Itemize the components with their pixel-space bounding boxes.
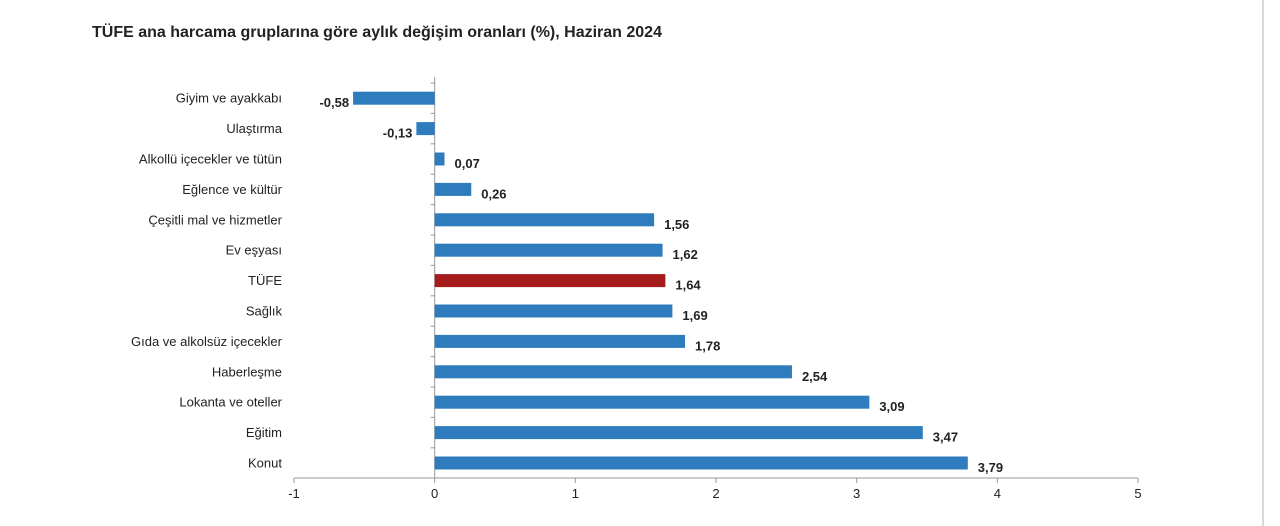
frame-edge [1262, 0, 1264, 526]
value-label: 3,09 [879, 399, 904, 414]
category-label: TÜFE [248, 273, 282, 288]
value-label: 1,78 [695, 338, 720, 353]
category-label: Ev eşyası [226, 243, 282, 258]
category-label: Gıda ve alkolsüz içecekler [131, 334, 283, 349]
bar [434, 365, 792, 379]
value-label: 1,69 [682, 308, 707, 323]
value-label: 0,26 [481, 186, 506, 201]
category-label: Çeşitli mal ve hizmetler [148, 212, 282, 227]
bar [434, 456, 968, 470]
category-label: Konut [248, 456, 282, 471]
bar [434, 243, 663, 257]
value-label: 3,79 [978, 460, 1003, 475]
category-label: Alkollü içecekler ve tütün [139, 152, 282, 167]
bar-highlight [434, 274, 666, 288]
value-label: 1,62 [673, 247, 698, 262]
x-tick-label: 2 [712, 486, 719, 501]
value-label: -0,58 [319, 95, 349, 110]
bar [434, 304, 673, 318]
x-tick-label: 1 [572, 486, 579, 501]
category-label: Haberleşme [212, 364, 282, 379]
bar [353, 91, 435, 105]
category-label: Giyim ve ayakkabı [176, 91, 282, 106]
value-label: 1,64 [675, 278, 701, 293]
x-tick-label: 4 [994, 486, 1001, 501]
bar [434, 182, 472, 196]
value-label: 0,07 [455, 156, 480, 171]
category-label: Ulaştırma [226, 121, 282, 136]
x-tick-label: 5 [1134, 486, 1141, 501]
bar [434, 213, 655, 227]
category-label: Lokanta ve oteller [179, 395, 282, 410]
x-tick-label: 0 [431, 486, 438, 501]
bar [434, 334, 686, 348]
bar [434, 152, 445, 166]
category-label: Eğlence ve kültür [182, 182, 282, 197]
category-label: Eğitim [246, 425, 282, 440]
category-label: Sağlık [246, 304, 283, 319]
chart-title: TÜFE ana harcama gruplarına göre aylık d… [92, 24, 662, 41]
bar [434, 395, 870, 409]
bar [434, 426, 923, 440]
value-label: 3,47 [933, 430, 958, 445]
x-tick-label: -1 [288, 486, 300, 501]
x-tick-label: 3 [853, 486, 860, 501]
bar [416, 122, 435, 136]
value-label: 1,56 [664, 217, 689, 232]
value-label: 2,54 [802, 369, 828, 384]
value-label: -0,13 [383, 126, 413, 141]
